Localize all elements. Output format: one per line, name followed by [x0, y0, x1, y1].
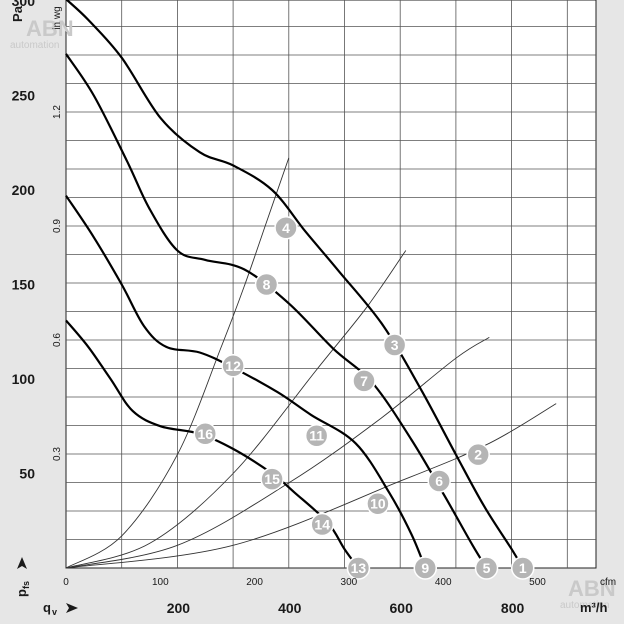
- marker-label: 8: [263, 277, 271, 293]
- operating-point-marker: 6: [427, 469, 451, 493]
- watermark-sub: automation: [10, 40, 59, 51]
- marker-label: 7: [360, 373, 368, 389]
- marker-label: 6: [435, 473, 443, 489]
- marker-circle: [274, 216, 298, 240]
- marker-label: 11: [309, 428, 324, 444]
- operating-point-marker: 8: [254, 272, 279, 297]
- x-top-tick-label: 400: [435, 577, 452, 588]
- y-tick-label: 50: [19, 466, 35, 482]
- marker-circle: [382, 333, 407, 357]
- marker-circle: [310, 512, 334, 537]
- plot-area: [65, 0, 597, 569]
- marker-label: 1: [519, 560, 527, 576]
- y-tick-label: 250: [12, 88, 36, 104]
- x-symbol-sub: v: [52, 607, 57, 617]
- watermark-sub-2: automation: [560, 600, 609, 611]
- marker-circle: [413, 556, 438, 580]
- marker-circle: [346, 556, 371, 580]
- marker-circle: [427, 469, 451, 493]
- marker-label: 14: [314, 517, 330, 533]
- operating-point-marker: 4: [274, 216, 298, 240]
- x-top-tick-label: 200: [246, 577, 263, 588]
- operating-point-marker: 16: [193, 422, 217, 446]
- x-symbol: q: [43, 600, 51, 615]
- marker-circle: [510, 556, 535, 580]
- x-top-tick-label: 0: [63, 577, 69, 588]
- operating-point-marker: 3: [382, 333, 407, 357]
- operating-point-marker: 1: [510, 556, 535, 580]
- x-top-tick-label: 500: [529, 577, 546, 588]
- marker-circle: [260, 467, 284, 491]
- marker-circle: [466, 442, 490, 467]
- fan-curve: [65, 0, 524, 569]
- grid: [66, 0, 596, 568]
- operating-point-marker: 2: [466, 442, 490, 467]
- watermark-brand: ABN: [26, 16, 74, 41]
- x-bottom-tick-label: 800: [501, 600, 525, 616]
- marker-label: 5: [483, 560, 491, 576]
- marker-label: 2: [474, 447, 482, 463]
- y2-tick-label: 0.6: [52, 333, 63, 347]
- y-tick-label: 150: [12, 277, 36, 293]
- marker-circle: [254, 272, 279, 297]
- y-axis-unit: Pa: [10, 5, 25, 22]
- x-arrow-icon: [66, 603, 78, 613]
- marker-circle: [221, 354, 245, 378]
- x-top-tick-label: 300: [341, 577, 358, 588]
- operating-point-marker: 9: [413, 556, 438, 580]
- x-bottom-tick-label: 600: [390, 600, 414, 616]
- operating-point-marker: 14: [310, 512, 334, 537]
- watermark-brand-2: ABN: [568, 576, 616, 601]
- y2-axis-unit: in wg: [52, 6, 63, 29]
- x-axis-symbol: q v: [43, 600, 78, 617]
- operating-point-marker: 7: [352, 369, 376, 393]
- operating-point-marker: 15: [260, 467, 284, 491]
- y2-tick-label: 0.9: [52, 219, 63, 233]
- marker-label: 13: [351, 560, 367, 576]
- marker-label: 9: [421, 560, 429, 576]
- system-curves: [65, 157, 557, 569]
- operating-point-marker: 12: [221, 354, 245, 378]
- operating-point-marker: 5: [474, 556, 499, 580]
- y-axis-symbol: p fs: [14, 557, 31, 597]
- marker-circle: [304, 423, 329, 448]
- x-bottom-unit: m³/h: [580, 600, 608, 615]
- operating-point-marker: 13: [346, 556, 371, 580]
- marker-label: 4: [282, 220, 290, 236]
- x-bottom-tick-label: 400: [278, 600, 302, 616]
- y2-tick-label: 0.3: [52, 447, 63, 461]
- marker-circle: [474, 556, 499, 580]
- operating-point-marker: 11: [304, 423, 329, 448]
- y-tick-label: 100: [12, 371, 36, 387]
- marker-label: 12: [225, 358, 241, 374]
- system-curve: [65, 157, 290, 569]
- x-top-tick-label: 100: [152, 577, 169, 588]
- x-bottom-tick-label: 200: [167, 600, 191, 616]
- marker-circle: [366, 491, 390, 516]
- y-symbol-sub: fs: [21, 581, 31, 589]
- operating-point-marker: 10: [366, 491, 390, 516]
- system-curve: [65, 403, 557, 569]
- y2-tick-label: 1.2: [52, 105, 63, 119]
- y-tick-label: 300: [12, 0, 36, 9]
- system-curve: [65, 250, 407, 569]
- y-symbol: p: [14, 589, 29, 597]
- y-arrow-icon: [17, 557, 27, 569]
- y-tick-label: 200: [12, 182, 36, 198]
- marker-label: 3: [391, 337, 399, 353]
- axis-labels: Pa in wg cfm m³/h p fs q v 5010015020025…: [10, 0, 616, 617]
- marker-label: 16: [197, 426, 213, 442]
- marker-label: 10: [370, 496, 386, 512]
- marker-label: 15: [264, 471, 280, 487]
- marker-circle: [352, 369, 376, 393]
- marker-circle: [193, 422, 217, 446]
- system-curve: [65, 337, 490, 569]
- x-top-unit: cfm: [600, 577, 616, 588]
